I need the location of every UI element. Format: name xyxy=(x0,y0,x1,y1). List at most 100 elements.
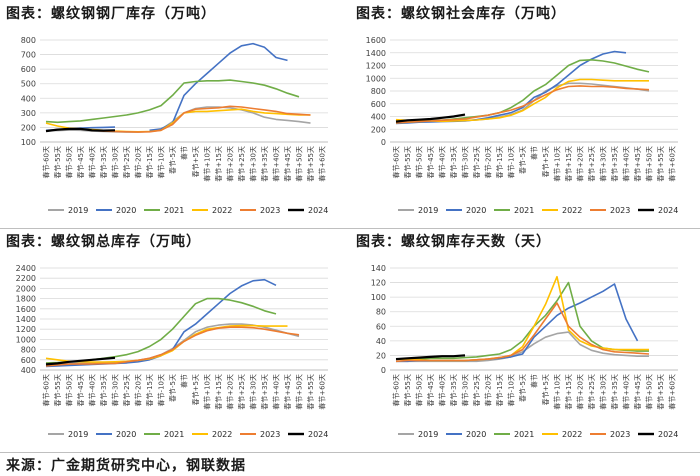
source-note: 来源：广金期货研究中心，钢联数据 xyxy=(6,458,246,474)
chart-panel-inventory-days: 图表：螺纹钢库存天数（天） 0 20 40 60 80 100 120 140 春节-60天 春节… xyxy=(350,228,700,456)
y-tick-label: 1600 xyxy=(366,36,386,45)
y-tick-label: 700 xyxy=(21,51,36,60)
legend-label-2024: 2024 xyxy=(658,430,678,439)
x-tick-label: 春节-5天 xyxy=(168,374,177,402)
y-tick-label: 60 xyxy=(376,322,386,331)
x-tick-label: 春节-15天 xyxy=(495,146,504,178)
y-tick-label: 400 xyxy=(21,366,36,375)
series-line-2023 xyxy=(45,326,300,367)
x-tick-label: 春节+15天 xyxy=(214,146,223,182)
y-tick-label: 20 xyxy=(376,351,386,360)
series-line-2022 xyxy=(395,275,649,362)
y-tick-label: 800 xyxy=(21,36,36,45)
x-tick-label: 春节+35天 xyxy=(260,146,269,182)
x-tick-label: 春节-60天 xyxy=(42,374,51,406)
legend-label-2022: 2022 xyxy=(562,206,582,215)
y-tick-label: 400 xyxy=(21,94,36,103)
series-line-2021 xyxy=(45,79,300,124)
x-tick-label: 春节-20天 xyxy=(484,374,493,406)
y-tick-label: 1200 xyxy=(16,325,36,334)
y-tick-label: 200 xyxy=(371,125,386,134)
x-tick-label: 春节-55天 xyxy=(53,374,62,406)
y-tick-label: 2200 xyxy=(16,274,36,283)
legend-label-2024: 2024 xyxy=(658,206,678,215)
y-tick-label: 600 xyxy=(21,356,36,365)
y-tick-label: 300 xyxy=(21,109,36,118)
series-line-2021 xyxy=(45,297,277,364)
x-tick-label: 春节-15天 xyxy=(495,374,504,406)
x-tick-label: 春节-40天 xyxy=(88,146,97,178)
legend-label-2023: 2023 xyxy=(260,206,280,215)
x-tick-label: 春节-30天 xyxy=(111,146,120,178)
y-tick-label: 1000 xyxy=(366,74,386,83)
x-tick-label: 春节-20天 xyxy=(134,374,143,406)
x-tick-label: 春节-50天 xyxy=(65,374,74,406)
x-tick-label: 春节+50天 xyxy=(295,374,304,410)
x-tick-label: 春节-30天 xyxy=(461,146,470,178)
legend-label-2020: 2020 xyxy=(466,206,486,215)
y-tick-label: 600 xyxy=(371,100,386,109)
x-tick-label: 春节+55天 xyxy=(656,374,665,410)
series-line-2022 xyxy=(45,324,288,363)
chart-panel-social-inventory: 图表：螺纹钢社会库存（万吨） 0 200 400 600 800 1000 1200 1400… xyxy=(350,0,700,228)
x-tick-label: 春节+60天 xyxy=(668,146,677,182)
x-tick-label: 春节+50天 xyxy=(295,146,304,182)
x-tick-label: 春节+45天 xyxy=(633,146,642,182)
x-tick-label: 春节+25天 xyxy=(587,374,596,410)
x-tick-label: 春节-50天 xyxy=(415,374,424,406)
chart-title: 图表：螺纹钢总库存（万吨） xyxy=(6,234,201,250)
y-tick-label: 40 xyxy=(376,337,386,346)
chart-social-inventory: 0 200 400 600 800 1000 1200 1400 1600 春节-60天 春节-55… xyxy=(366,36,679,215)
y-tick-label: 80 xyxy=(376,308,386,317)
chart-panel-mill-inventory: 图表：螺纹钢钢厂库存（万吨） 100 200 300 400 500 600 700 800 春… xyxy=(0,0,350,228)
x-tick-label: 春节-5天 xyxy=(518,374,527,402)
x-tick-label: 春节-30天 xyxy=(461,374,470,406)
x-tick-label: 春节+60天 xyxy=(318,146,327,182)
x-tick-label: 春节+10天 xyxy=(203,146,212,182)
x-tick-label: 春节+25天 xyxy=(237,146,246,182)
y-tick-label: 800 xyxy=(21,346,36,355)
x-tick-label: 春节-25天 xyxy=(472,374,481,406)
x-tick-label: 春节-20天 xyxy=(484,146,493,178)
x-tick-label: 春节-45天 xyxy=(426,146,435,178)
x-tick-label: 春节 xyxy=(180,146,189,160)
y-tick-label: 2400 xyxy=(16,264,36,273)
x-tick-label: 春节 xyxy=(530,146,539,160)
legend-label-2023: 2023 xyxy=(610,206,630,215)
y-tick-label: 500 xyxy=(21,80,36,89)
y-tick-label: 120 xyxy=(371,279,386,288)
legend-label-2021: 2021 xyxy=(164,206,184,215)
series-line-2024 xyxy=(395,354,466,361)
x-tick-label: 春节-35天 xyxy=(99,146,108,178)
x-tick-label: 春节+60天 xyxy=(668,374,677,410)
x-tick-label: 春节-20天 xyxy=(134,146,143,178)
legend-label-2019: 2019 xyxy=(418,206,438,215)
x-tick-label: 春节+20天 xyxy=(226,374,235,410)
legend-label-2019: 2019 xyxy=(68,206,88,215)
x-tick-label: 春节+35天 xyxy=(610,146,619,182)
series-line-2024 xyxy=(395,113,466,123)
x-tick-label: 春节-40天 xyxy=(438,146,447,178)
x-tick-label: 春节+30天 xyxy=(249,374,258,410)
x-tick-label: 春节+45天 xyxy=(283,374,292,410)
legend-label-2021: 2021 xyxy=(514,206,534,215)
legend-label-2019: 2019 xyxy=(418,430,438,439)
y-tick-label: 1000 xyxy=(16,335,36,344)
x-tick-label: 春节+10天 xyxy=(553,374,562,410)
x-tick-label: 春节+10天 xyxy=(203,374,212,410)
y-tick-label: 600 xyxy=(21,65,36,74)
x-tick-label: 春节-30天 xyxy=(111,374,120,406)
x-tick-label: 春节+15天 xyxy=(564,146,573,182)
divider xyxy=(0,228,700,229)
series-line-2024 xyxy=(45,356,116,366)
x-tick-label: 春节-10天 xyxy=(157,374,166,406)
y-tick-label: 200 xyxy=(21,123,36,132)
x-tick-label: 春节 xyxy=(530,374,539,388)
x-tick-label: 春节+15天 xyxy=(214,374,223,410)
legend-label-2024: 2024 xyxy=(308,206,328,215)
x-tick-label: 春节-10天 xyxy=(507,146,516,178)
x-tick-label: 春节-45天 xyxy=(76,146,85,178)
series-line-2020 xyxy=(395,50,627,125)
x-tick-label: 春节+5天 xyxy=(541,146,550,177)
